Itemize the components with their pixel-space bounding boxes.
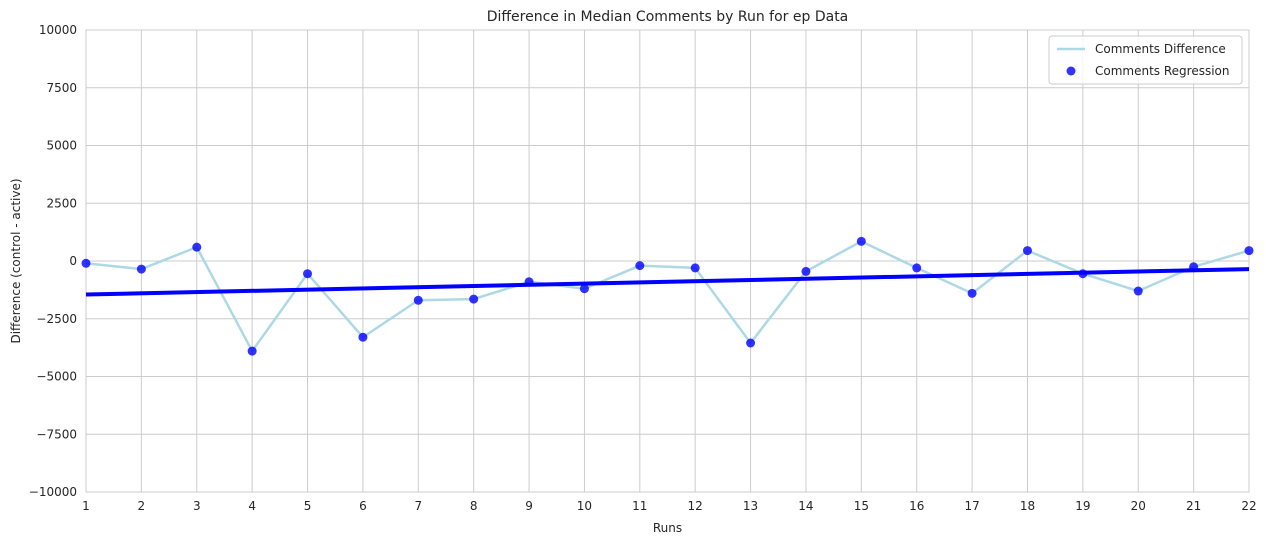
x-tick-label: 18 bbox=[1020, 499, 1035, 513]
y-tick-label: 10000 bbox=[39, 23, 77, 37]
x-tick-label: 19 bbox=[1075, 499, 1090, 513]
x-tick-label: 5 bbox=[304, 499, 312, 513]
comments-regression-point bbox=[1133, 286, 1143, 296]
legend-box bbox=[1048, 35, 1243, 85]
comments-regression-point bbox=[136, 264, 146, 274]
x-tick-label: 6 bbox=[359, 499, 367, 513]
y-tick-label: −7500 bbox=[36, 427, 77, 441]
x-tick-label: 17 bbox=[964, 499, 979, 513]
x-tick-label: 10 bbox=[577, 499, 592, 513]
comments-regression-point bbox=[81, 258, 91, 268]
x-tick-label: 8 bbox=[470, 499, 478, 513]
y-tick-label: 7500 bbox=[46, 81, 77, 95]
x-tick-label: 13 bbox=[743, 499, 758, 513]
comments-regression-point bbox=[801, 266, 811, 276]
x-tick-label: 21 bbox=[1186, 499, 1201, 513]
comments-regression-point bbox=[967, 288, 977, 298]
comments-regression-point bbox=[856, 236, 866, 246]
x-tick-label: 3 bbox=[193, 499, 201, 513]
x-tick-label: 15 bbox=[854, 499, 869, 513]
y-tick-label: −2500 bbox=[36, 312, 77, 326]
regression-line bbox=[85, 267, 1250, 297]
comments-regression-point bbox=[469, 294, 479, 304]
comments-regression-point bbox=[413, 295, 423, 305]
comments-regression-point bbox=[912, 263, 922, 273]
comments-regression-point bbox=[579, 284, 589, 294]
x-tick-label: 9 bbox=[525, 499, 533, 513]
legend-scatter-swatch bbox=[1066, 66, 1076, 76]
x-axis-label: Runs bbox=[653, 521, 682, 535]
x-tick-label: 16 bbox=[909, 499, 924, 513]
comments-regression-point bbox=[1244, 246, 1254, 256]
y-tick-label: 2500 bbox=[46, 196, 77, 210]
y-tick-label: −5000 bbox=[36, 370, 77, 384]
x-tick-label: 7 bbox=[414, 499, 422, 513]
comments-regression-point bbox=[746, 338, 756, 348]
x-tick-label: 22 bbox=[1241, 499, 1256, 513]
legend: Comments Difference Comments Regression bbox=[1048, 35, 1243, 85]
comments-regression-point bbox=[303, 269, 313, 279]
legend-label-comments-difference: Comments Difference bbox=[1095, 42, 1226, 56]
comments-difference-line bbox=[85, 240, 1250, 353]
y-axis-label: Difference (control - active) bbox=[9, 178, 23, 343]
legend-label-comments-regression: Comments Regression bbox=[1095, 64, 1230, 78]
comments-regression-point bbox=[635, 261, 645, 271]
comments-regression-point bbox=[192, 242, 202, 252]
chart-title: Difference in Median Comments by Run for… bbox=[487, 9, 849, 25]
x-tick-label: 4 bbox=[248, 499, 256, 513]
comments-regression-point bbox=[358, 332, 368, 342]
comments-regression-point bbox=[690, 263, 700, 273]
x-tick-label: 2 bbox=[138, 499, 146, 513]
x-tick-label: 20 bbox=[1131, 499, 1146, 513]
y-tick-label: −10000 bbox=[29, 485, 77, 499]
y-tick-label: 5000 bbox=[46, 139, 77, 153]
y-tick-label: 0 bbox=[69, 254, 77, 268]
x-tick-label: 1 bbox=[82, 499, 90, 513]
series-layer bbox=[81, 236, 1254, 356]
x-tick-label: 11 bbox=[632, 499, 647, 513]
comments-regression-point bbox=[247, 346, 257, 356]
x-tick-label: 14 bbox=[798, 499, 813, 513]
comments-regression-point bbox=[1022, 246, 1032, 256]
ticks: 1 2 3 4 5 6 7 8 9 10 11 12 13 14 15 16 17 18 19 20 21 22−1000… bbox=[29, 23, 1257, 513]
x-tick-label: 12 bbox=[688, 499, 703, 513]
